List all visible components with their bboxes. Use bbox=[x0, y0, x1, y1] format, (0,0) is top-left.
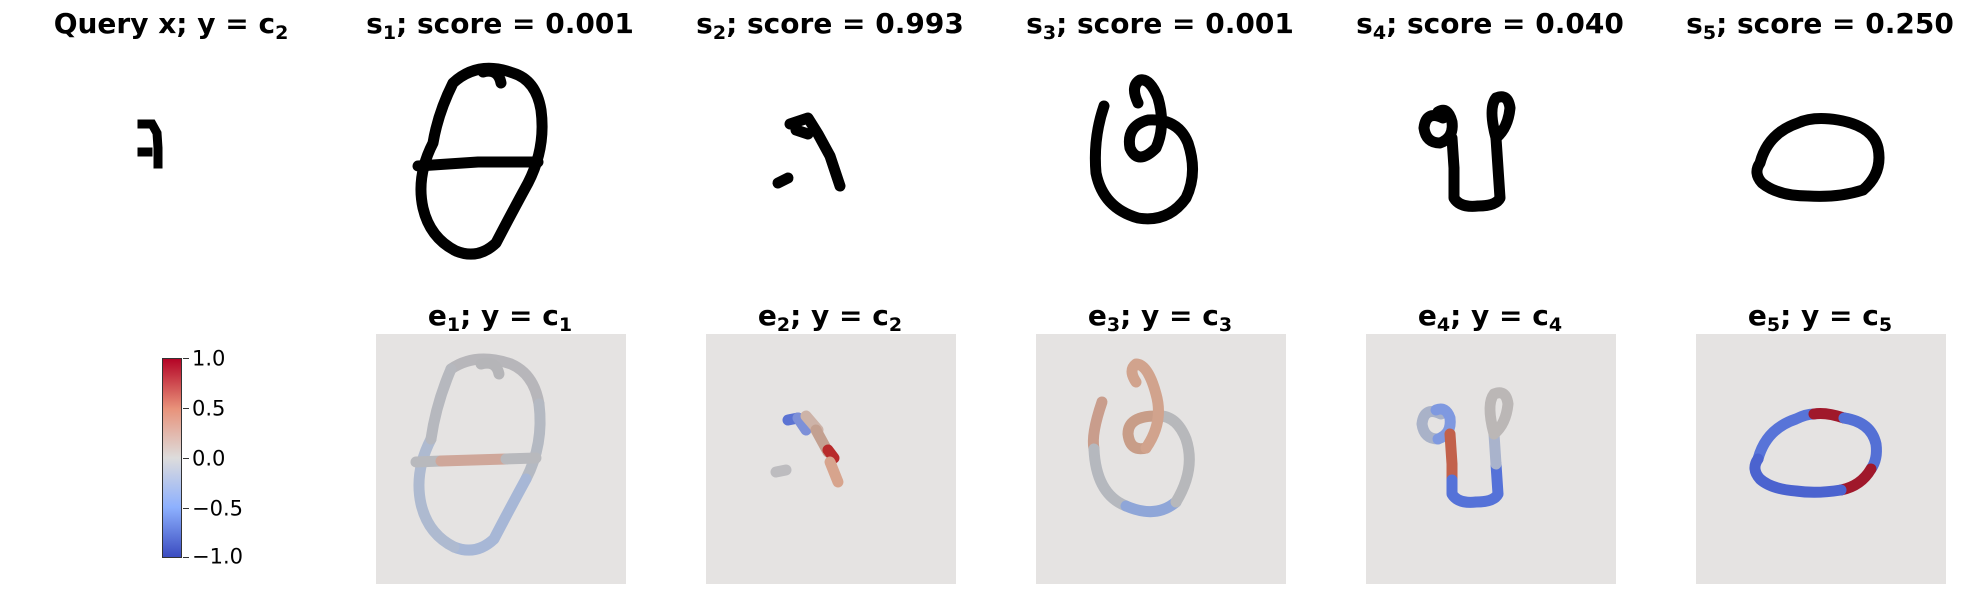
e2-heatmap-image bbox=[770, 410, 844, 488]
e5-title: e5; y = c5 bbox=[1747, 299, 1893, 336]
e4-heatmap-image bbox=[1416, 387, 1514, 508]
colorbar-tick-label: −0.5 bbox=[192, 496, 243, 521]
e2-title: e2; y = c2 bbox=[757, 299, 903, 336]
e3-explanation-panel bbox=[1036, 334, 1286, 584]
s3-glyph-image bbox=[1089, 74, 1198, 225]
s2-glyph-image bbox=[772, 112, 846, 192]
colorbar-tick-label: 0.0 bbox=[192, 446, 226, 471]
e1-heatmap-image bbox=[410, 353, 546, 556]
e1-explanation-panel bbox=[376, 334, 626, 584]
e3-heatmap-image bbox=[1087, 358, 1195, 518]
colorbar-tick bbox=[183, 408, 189, 409]
e5-explanation-panel bbox=[1696, 334, 1946, 584]
s5-glyph-image bbox=[1751, 113, 1885, 202]
colorbar-tick-label: 0.5 bbox=[192, 396, 226, 421]
colorbar-tick-label: −1.0 bbox=[192, 544, 243, 569]
e4-explanation-panel bbox=[1366, 334, 1616, 584]
s4-glyph-image bbox=[1418, 91, 1516, 212]
e1-title: e1; y = c1 bbox=[427, 299, 573, 336]
colorbar bbox=[162, 358, 182, 558]
query-glyph-image bbox=[137, 119, 163, 169]
colorbar-tick-label: 1.0 bbox=[192, 346, 226, 371]
query-title: Query x; y = c2 bbox=[53, 7, 289, 44]
e3-title: e3; y = c3 bbox=[1087, 299, 1233, 336]
s1-title: s1; score = 0.001 bbox=[366, 7, 634, 44]
colorbar-tick bbox=[183, 358, 189, 359]
colorbar-tick bbox=[183, 458, 189, 459]
s3-title: s3; score = 0.001 bbox=[1026, 7, 1294, 44]
s1-glyph-image bbox=[412, 62, 548, 260]
e4-title: e4; y = c4 bbox=[1417, 299, 1563, 336]
s4-title: s4; score = 0.040 bbox=[1356, 7, 1624, 44]
colorbar-tick bbox=[183, 508, 189, 509]
s5-title: s5; score = 0.250 bbox=[1686, 7, 1954, 44]
e2-explanation-panel bbox=[706, 334, 956, 584]
s2-title: s2; score = 0.993 bbox=[696, 7, 964, 44]
e5-heatmap-image bbox=[1749, 408, 1882, 498]
colorbar-tick bbox=[183, 557, 189, 558]
